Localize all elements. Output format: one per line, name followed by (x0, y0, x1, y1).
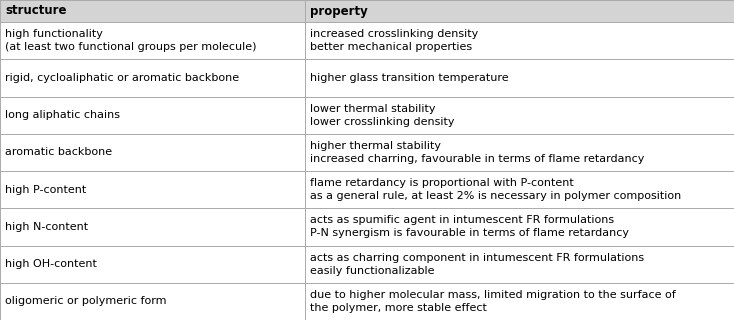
Text: high P-content: high P-content (5, 185, 87, 195)
Text: aromatic backbone: aromatic backbone (5, 148, 112, 157)
Text: higher glass transition temperature: higher glass transition temperature (310, 73, 508, 83)
Bar (0, 0, 734, 22)
Text: flame retardancy is proportional with P-content
as a general rule, at least 2% i: flame retardancy is proportional with P-… (310, 178, 681, 201)
Text: higher thermal stability
increased charring, favourable in terms of flame retard: higher thermal stability increased charr… (310, 141, 644, 164)
Text: high OH-content: high OH-content (5, 259, 97, 269)
Text: lower thermal stability
lower crosslinking density: lower thermal stability lower crosslinki… (310, 104, 454, 126)
Text: acts as charring component in intumescent FR formulations
easily functionalizabl: acts as charring component in intumescen… (310, 253, 644, 276)
Text: acts as spumific agent in intumescent FR formulations
P-N synergism is favourabl: acts as spumific agent in intumescent FR… (310, 215, 628, 238)
Text: high N-content: high N-content (5, 222, 88, 232)
Text: rigid, cycloaliphatic or aromatic backbone: rigid, cycloaliphatic or aromatic backbo… (5, 73, 239, 83)
Text: due to higher molecular mass, limited migration to the surface of
the polymer, m: due to higher molecular mass, limited mi… (310, 290, 675, 313)
Text: oligomeric or polymeric form: oligomeric or polymeric form (5, 296, 167, 306)
Text: increased crosslinking density
better mechanical properties: increased crosslinking density better me… (310, 29, 478, 52)
Text: long aliphatic chains: long aliphatic chains (5, 110, 120, 120)
Text: high functionality
(at least two functional groups per molecule): high functionality (at least two functio… (5, 29, 256, 52)
Text: property: property (310, 4, 367, 18)
Text: structure: structure (5, 4, 67, 18)
